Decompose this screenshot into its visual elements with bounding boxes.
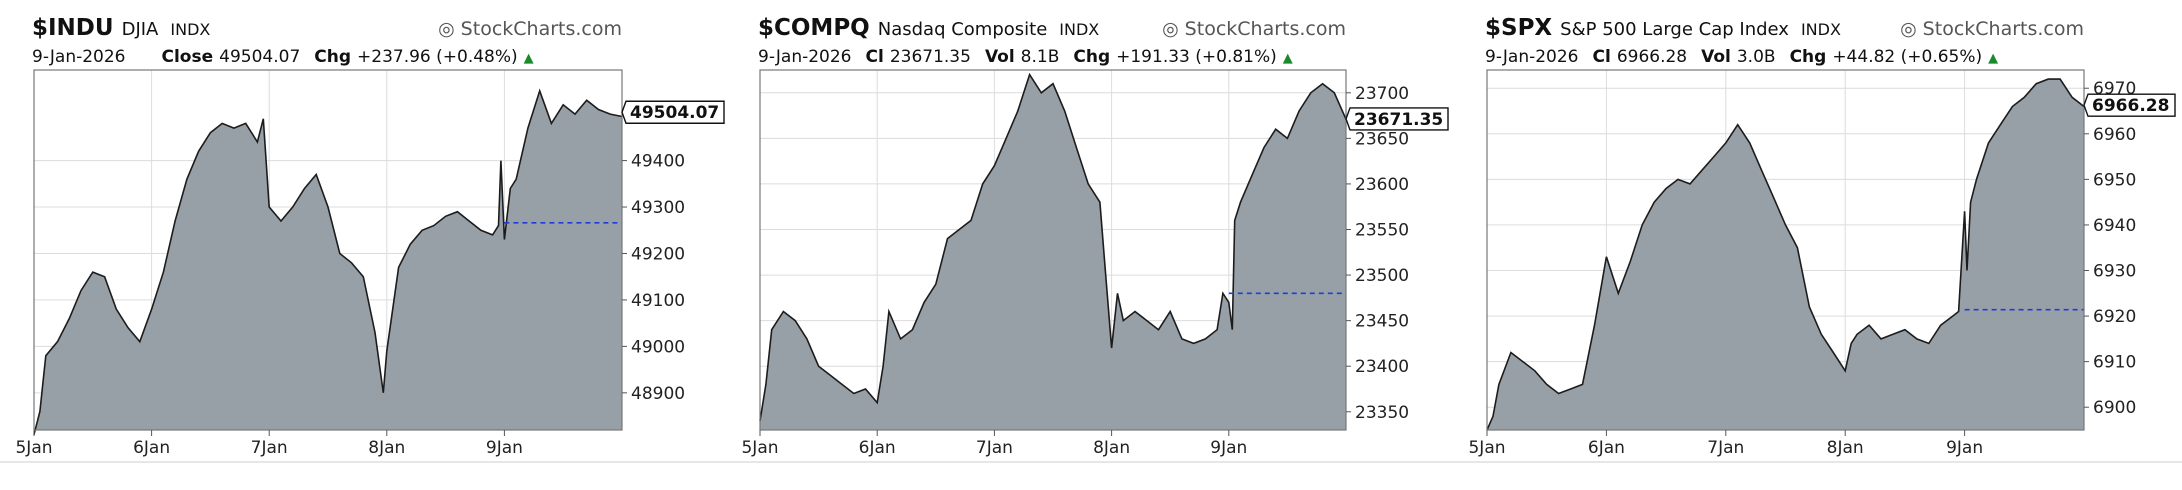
index-name: S&P 500 Large Cap Index: [1560, 19, 1789, 40]
quote-line: 9-Jan-2026 Cl 23671.35 Vol 8.1B Chg +191.33 (+…: [758, 47, 1293, 67]
y-tick-label: 49400: [631, 152, 685, 172]
price-line: [33, 88, 623, 435]
chg-value: +237.96 (+0.48%): [357, 47, 518, 67]
chart-title: $INDU DJIA INDX: [32, 15, 210, 41]
chg-label: Chg: [314, 47, 351, 67]
last-value-tag: [621, 100, 725, 124]
last-value-tag: [2083, 93, 2176, 117]
x-tick-label: 5Jan: [1468, 438, 1505, 458]
plot-frame: [33, 69, 623, 431]
close-label: Cl: [866, 47, 884, 67]
y-tick-label: 23550: [1355, 220, 1409, 240]
x-tick-label: 5Jan: [15, 438, 52, 458]
x-tick-label: 6Jan: [133, 438, 170, 458]
last-value-label: 49504.07: [630, 103, 719, 123]
y-tick-label: 6930: [2093, 262, 2136, 282]
plot-frame: [1486, 69, 2085, 431]
y-tick-label: 49000: [631, 337, 685, 357]
index-name: DJIA: [122, 19, 159, 40]
vol-label: Vol: [985, 47, 1015, 67]
y-tick-label: 23400: [1355, 357, 1409, 377]
x-tick-label: 6Jan: [1588, 438, 1625, 458]
y-tick-label: 49200: [631, 244, 685, 264]
symbol-label: $SPX: [1485, 15, 1552, 41]
quote-line: 9-Jan-2026 Close 49504.07 Chg +237.96 (+0.48…: [32, 47, 534, 67]
exchange-label: INDX: [1801, 20, 1841, 39]
watermark: ◎ StockCharts.com: [1900, 18, 2084, 40]
y-tick-label: 23600: [1355, 175, 1409, 195]
vol-label: Vol: [1701, 47, 1731, 67]
vol-value: 3.0B: [1737, 47, 1776, 67]
x-tick-label: 9Jan: [1946, 438, 1983, 458]
last-value-label: 23671.35: [1354, 110, 1443, 130]
close-label: Cl: [1593, 47, 1611, 67]
y-tick-label: 48900: [631, 384, 685, 404]
close-value: 6966.28: [1617, 47, 1687, 67]
up-arrow-icon: ▲: [1988, 51, 1998, 66]
x-tick-label: 8Jan: [368, 438, 405, 458]
x-tick-label: 7Jan: [976, 438, 1013, 458]
x-tick-label: 7Jan: [1707, 438, 1744, 458]
price-area: [1487, 79, 2084, 430]
close-label: Close: [162, 47, 214, 67]
up-arrow-icon: ▲: [524, 51, 534, 66]
chg-value: +191.33 (+0.81%): [1116, 47, 1277, 67]
chart-panel-compq: $COMPQ Nasdaq Composite INDX ◎ StockCharts.…: [741, 15, 1449, 458]
y-tick-label: 23700: [1355, 84, 1409, 104]
y-tick-label: 49300: [631, 198, 685, 218]
exchange-label: INDX: [170, 20, 210, 39]
x-tick-label: 9Jan: [486, 438, 523, 458]
up-arrow-icon: ▲: [1283, 51, 1293, 66]
vol-value: 8.1B: [1021, 47, 1060, 67]
index-name: Nasdaq Composite: [878, 19, 1048, 40]
price-line: [759, 72, 1347, 422]
y-tick-label: 6960: [2093, 125, 2136, 145]
chart-panel-spx: $SPX S&P 500 Large Cap Index INDX ◎ StockCh…: [1468, 15, 2176, 458]
close-value: 23671.35: [890, 47, 971, 67]
x-tick-label: 5Jan: [741, 438, 778, 458]
date-label: 9-Jan-2026: [1485, 47, 1579, 67]
y-tick-label: 6920: [2093, 307, 2136, 327]
exchange-label: INDX: [1059, 20, 1099, 39]
chg-label: Chg: [1073, 47, 1110, 67]
y-tick-label: 6900: [2093, 398, 2136, 418]
chart-title: $COMPQ Nasdaq Composite INDX: [758, 15, 1099, 41]
plot-frame: [759, 69, 1347, 431]
price-line: [1486, 78, 2085, 431]
chart-panel-indu: $INDU DJIA INDX ◎ StockCharts.com 9-Jan-2026…: [15, 15, 725, 458]
y-tick-label: 6910: [2093, 353, 2136, 373]
x-tick-label: 8Jan: [1093, 438, 1130, 458]
symbol-label: $COMPQ: [758, 15, 870, 41]
x-tick-label: 8Jan: [1827, 438, 1864, 458]
y-tick-label: 23500: [1355, 266, 1409, 286]
x-tick-label: 6Jan: [859, 438, 896, 458]
x-tick-label: 7Jan: [251, 438, 288, 458]
last-value-tag: [1345, 107, 1449, 131]
last-value-label: 6966.28: [2092, 96, 2169, 116]
y-tick-label: 6940: [2093, 216, 2136, 236]
watermark: ◎ StockCharts.com: [438, 18, 622, 40]
chg-value: +44.82 (+0.65%): [1832, 47, 1982, 67]
watermark: ◎ StockCharts.com: [1162, 18, 1346, 40]
quote-line: 9-Jan-2026 Cl 6966.28 Vol 3.0B Chg +44.82 (+0.…: [1485, 47, 1998, 67]
close-value: 49504.07: [219, 47, 300, 67]
y-tick-label: 23650: [1355, 129, 1409, 149]
y-tick-label: 23450: [1355, 312, 1409, 332]
x-tick-label: 9Jan: [1210, 438, 1247, 458]
y-tick-label: 23350: [1355, 403, 1409, 423]
date-label: 9-Jan-2026: [32, 47, 126, 67]
chart-title: $SPX S&P 500 Large Cap Index INDX: [1485, 15, 1841, 41]
chg-label: Chg: [1790, 47, 1827, 67]
price-area: [34, 90, 622, 435]
y-tick-label: 49100: [631, 291, 685, 311]
y-tick-label: 6950: [2093, 170, 2136, 190]
date-label: 9-Jan-2026: [758, 47, 852, 67]
symbol-label: $INDU: [32, 15, 114, 41]
